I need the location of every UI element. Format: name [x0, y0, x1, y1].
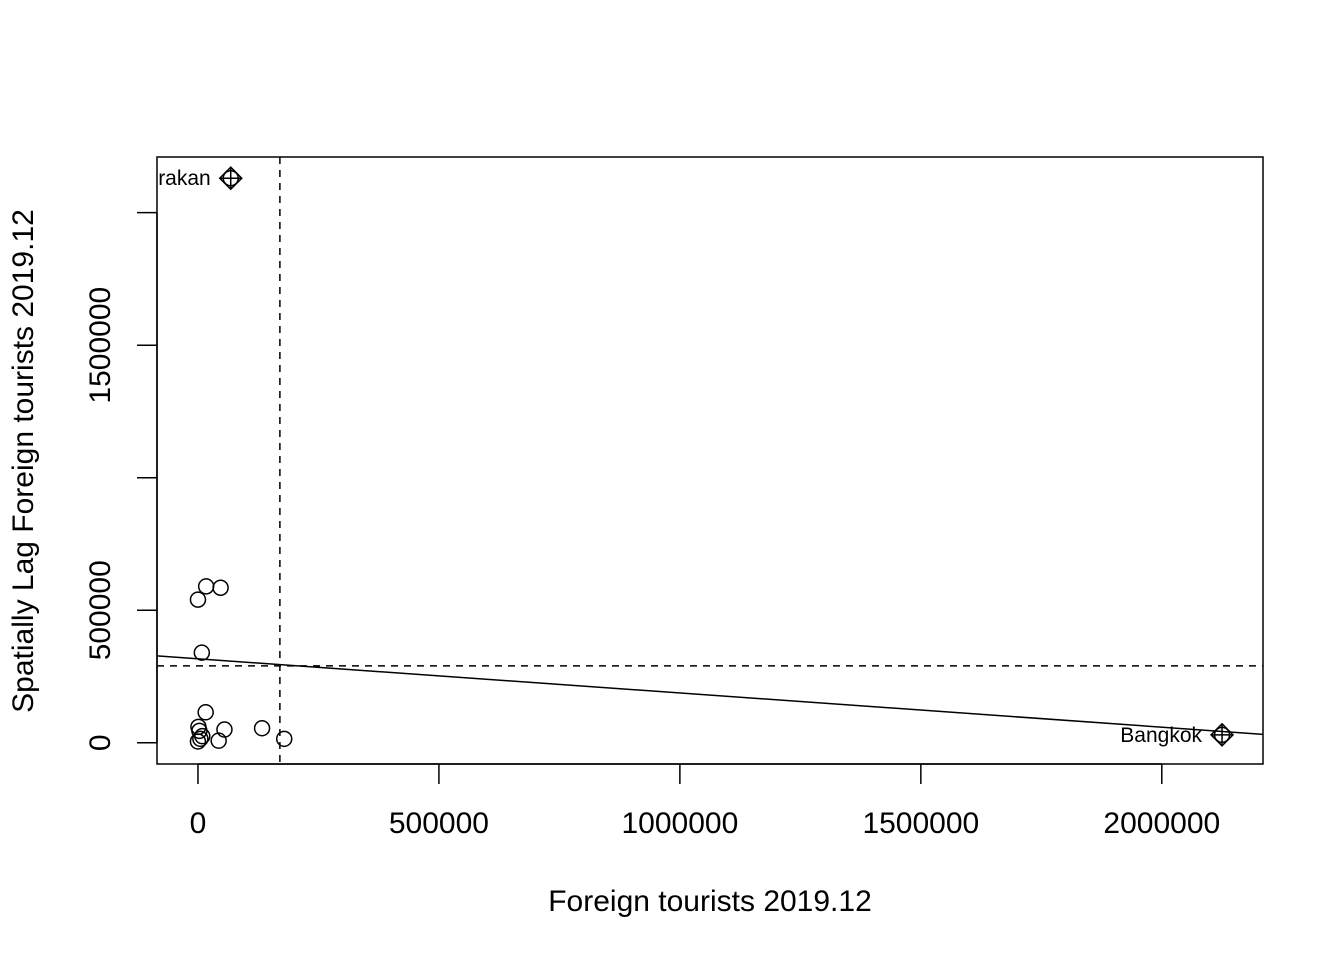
influential-point — [218, 166, 243, 191]
x-tick-label: 500000 — [389, 807, 489, 840]
y-tick-label: 500000 — [84, 560, 117, 660]
scatter-point — [212, 579, 229, 596]
point-labels: rakan Bangkok — [158, 167, 1202, 747]
scatter-point — [275, 730, 293, 748]
x-tick-label: 0 — [190, 807, 207, 840]
scatter-point — [193, 644, 211, 661]
y-axis: 0 500000 1500000 — [84, 211, 158, 751]
scatter-point — [189, 733, 207, 750]
x-tick-label: 2000000 — [1103, 807, 1220, 840]
scatter-point — [197, 704, 214, 721]
y-tick-label: 0 — [84, 734, 117, 751]
scatter-point — [194, 727, 211, 745]
x-tick-label: 1500000 — [862, 807, 979, 840]
regression-line — [157, 655, 1263, 736]
x-axis: 0 500000 1000000 1500000 2000000 — [190, 763, 1220, 840]
y-axis-title: Spatially Lag Foreign tourists 2019.12 — [7, 209, 40, 713]
scatter-point — [216, 721, 233, 738]
scatter-point — [192, 730, 209, 748]
plot-border — [156, 156, 1264, 765]
influential-point-label: rakan — [158, 167, 211, 190]
scatter-point — [189, 591, 207, 608]
plot-area — [157, 157, 1263, 764]
x-axis-title: Foreign tourists 2019.12 — [548, 885, 872, 918]
influential-point — [1209, 722, 1235, 747]
y-tick-label: 1500000 — [84, 287, 117, 404]
scatter-point — [197, 578, 215, 595]
x-tick-label: 1000000 — [621, 807, 738, 840]
scatter-point — [253, 719, 271, 737]
influential-point-label: Bangkok — [1120, 724, 1202, 747]
